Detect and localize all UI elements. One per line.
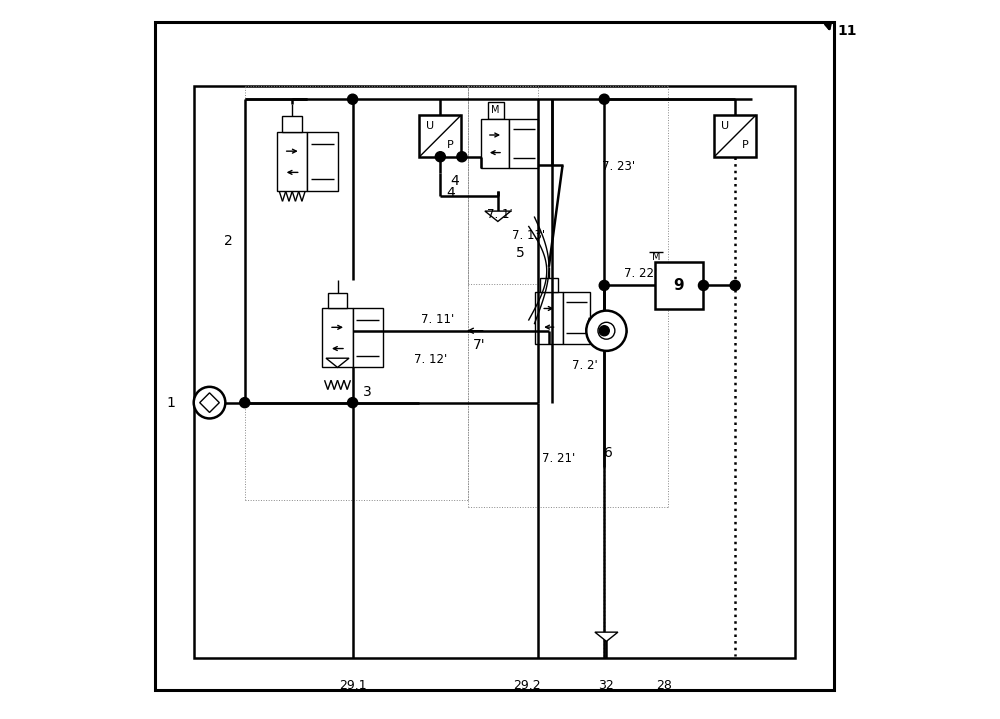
Bar: [509, 119, 538, 168]
Text: 29.2: 29.2: [514, 679, 541, 692]
Bar: [655, 262, 703, 309]
Bar: [155, 22, 834, 75]
Text: 28: 28: [656, 679, 672, 692]
Text: M: M: [491, 105, 499, 115]
Bar: [468, 86, 668, 507]
Text: 2: 2: [224, 234, 233, 248]
Text: 11: 11: [838, 24, 857, 38]
Text: 7. 12': 7. 12': [414, 353, 447, 366]
Text: 5: 5: [516, 246, 525, 260]
Polygon shape: [326, 358, 349, 367]
Circle shape: [348, 398, 358, 408]
Text: 7. 11': 7. 11': [421, 313, 454, 326]
Bar: [245, 86, 468, 500]
Circle shape: [586, 311, 627, 351]
Circle shape: [698, 280, 709, 290]
Text: 29.1: 29.1: [339, 679, 366, 692]
Circle shape: [348, 94, 358, 104]
Text: 7. 2': 7. 2': [572, 359, 598, 372]
Text: 1: 1: [166, 395, 175, 410]
Text: 7. 1': 7. 1': [487, 208, 513, 221]
Circle shape: [457, 152, 467, 162]
Bar: [307, 132, 338, 191]
Bar: [322, 308, 353, 367]
Text: 6: 6: [604, 446, 613, 460]
Bar: [277, 132, 307, 191]
Circle shape: [435, 152, 445, 162]
Bar: [194, 86, 795, 658]
Circle shape: [730, 280, 740, 290]
Bar: [353, 308, 383, 367]
Bar: [419, 115, 461, 157]
Bar: [481, 119, 509, 168]
Text: 7. 23': 7. 23': [602, 160, 635, 173]
Bar: [563, 292, 590, 344]
Text: 32: 32: [599, 679, 614, 692]
Bar: [540, 278, 558, 292]
Text: 7': 7': [473, 338, 485, 352]
Circle shape: [194, 387, 225, 418]
Text: M: M: [652, 252, 660, 262]
Text: 3: 3: [363, 385, 372, 399]
Text: 7. 21': 7. 21': [542, 452, 575, 465]
Circle shape: [598, 322, 615, 339]
Polygon shape: [595, 632, 618, 641]
Bar: [535, 292, 563, 344]
Bar: [488, 102, 504, 119]
Text: 4: 4: [447, 186, 455, 199]
Text: 7. 13': 7. 13': [512, 229, 545, 242]
Circle shape: [599, 94, 609, 104]
Bar: [328, 293, 347, 308]
Text: 9: 9: [674, 278, 684, 293]
Text: U: U: [721, 122, 729, 132]
Text: P: P: [447, 140, 454, 150]
Circle shape: [599, 326, 609, 336]
Text: 4: 4: [450, 174, 459, 188]
Circle shape: [599, 280, 609, 290]
Text: U: U: [426, 122, 434, 132]
Text: 7. 22': 7. 22': [624, 267, 657, 280]
Text: P: P: [742, 140, 749, 150]
Bar: [714, 115, 756, 157]
Polygon shape: [485, 211, 511, 221]
Polygon shape: [200, 393, 219, 413]
Circle shape: [240, 398, 250, 408]
Bar: [282, 116, 302, 132]
Bar: [155, 75, 834, 97]
